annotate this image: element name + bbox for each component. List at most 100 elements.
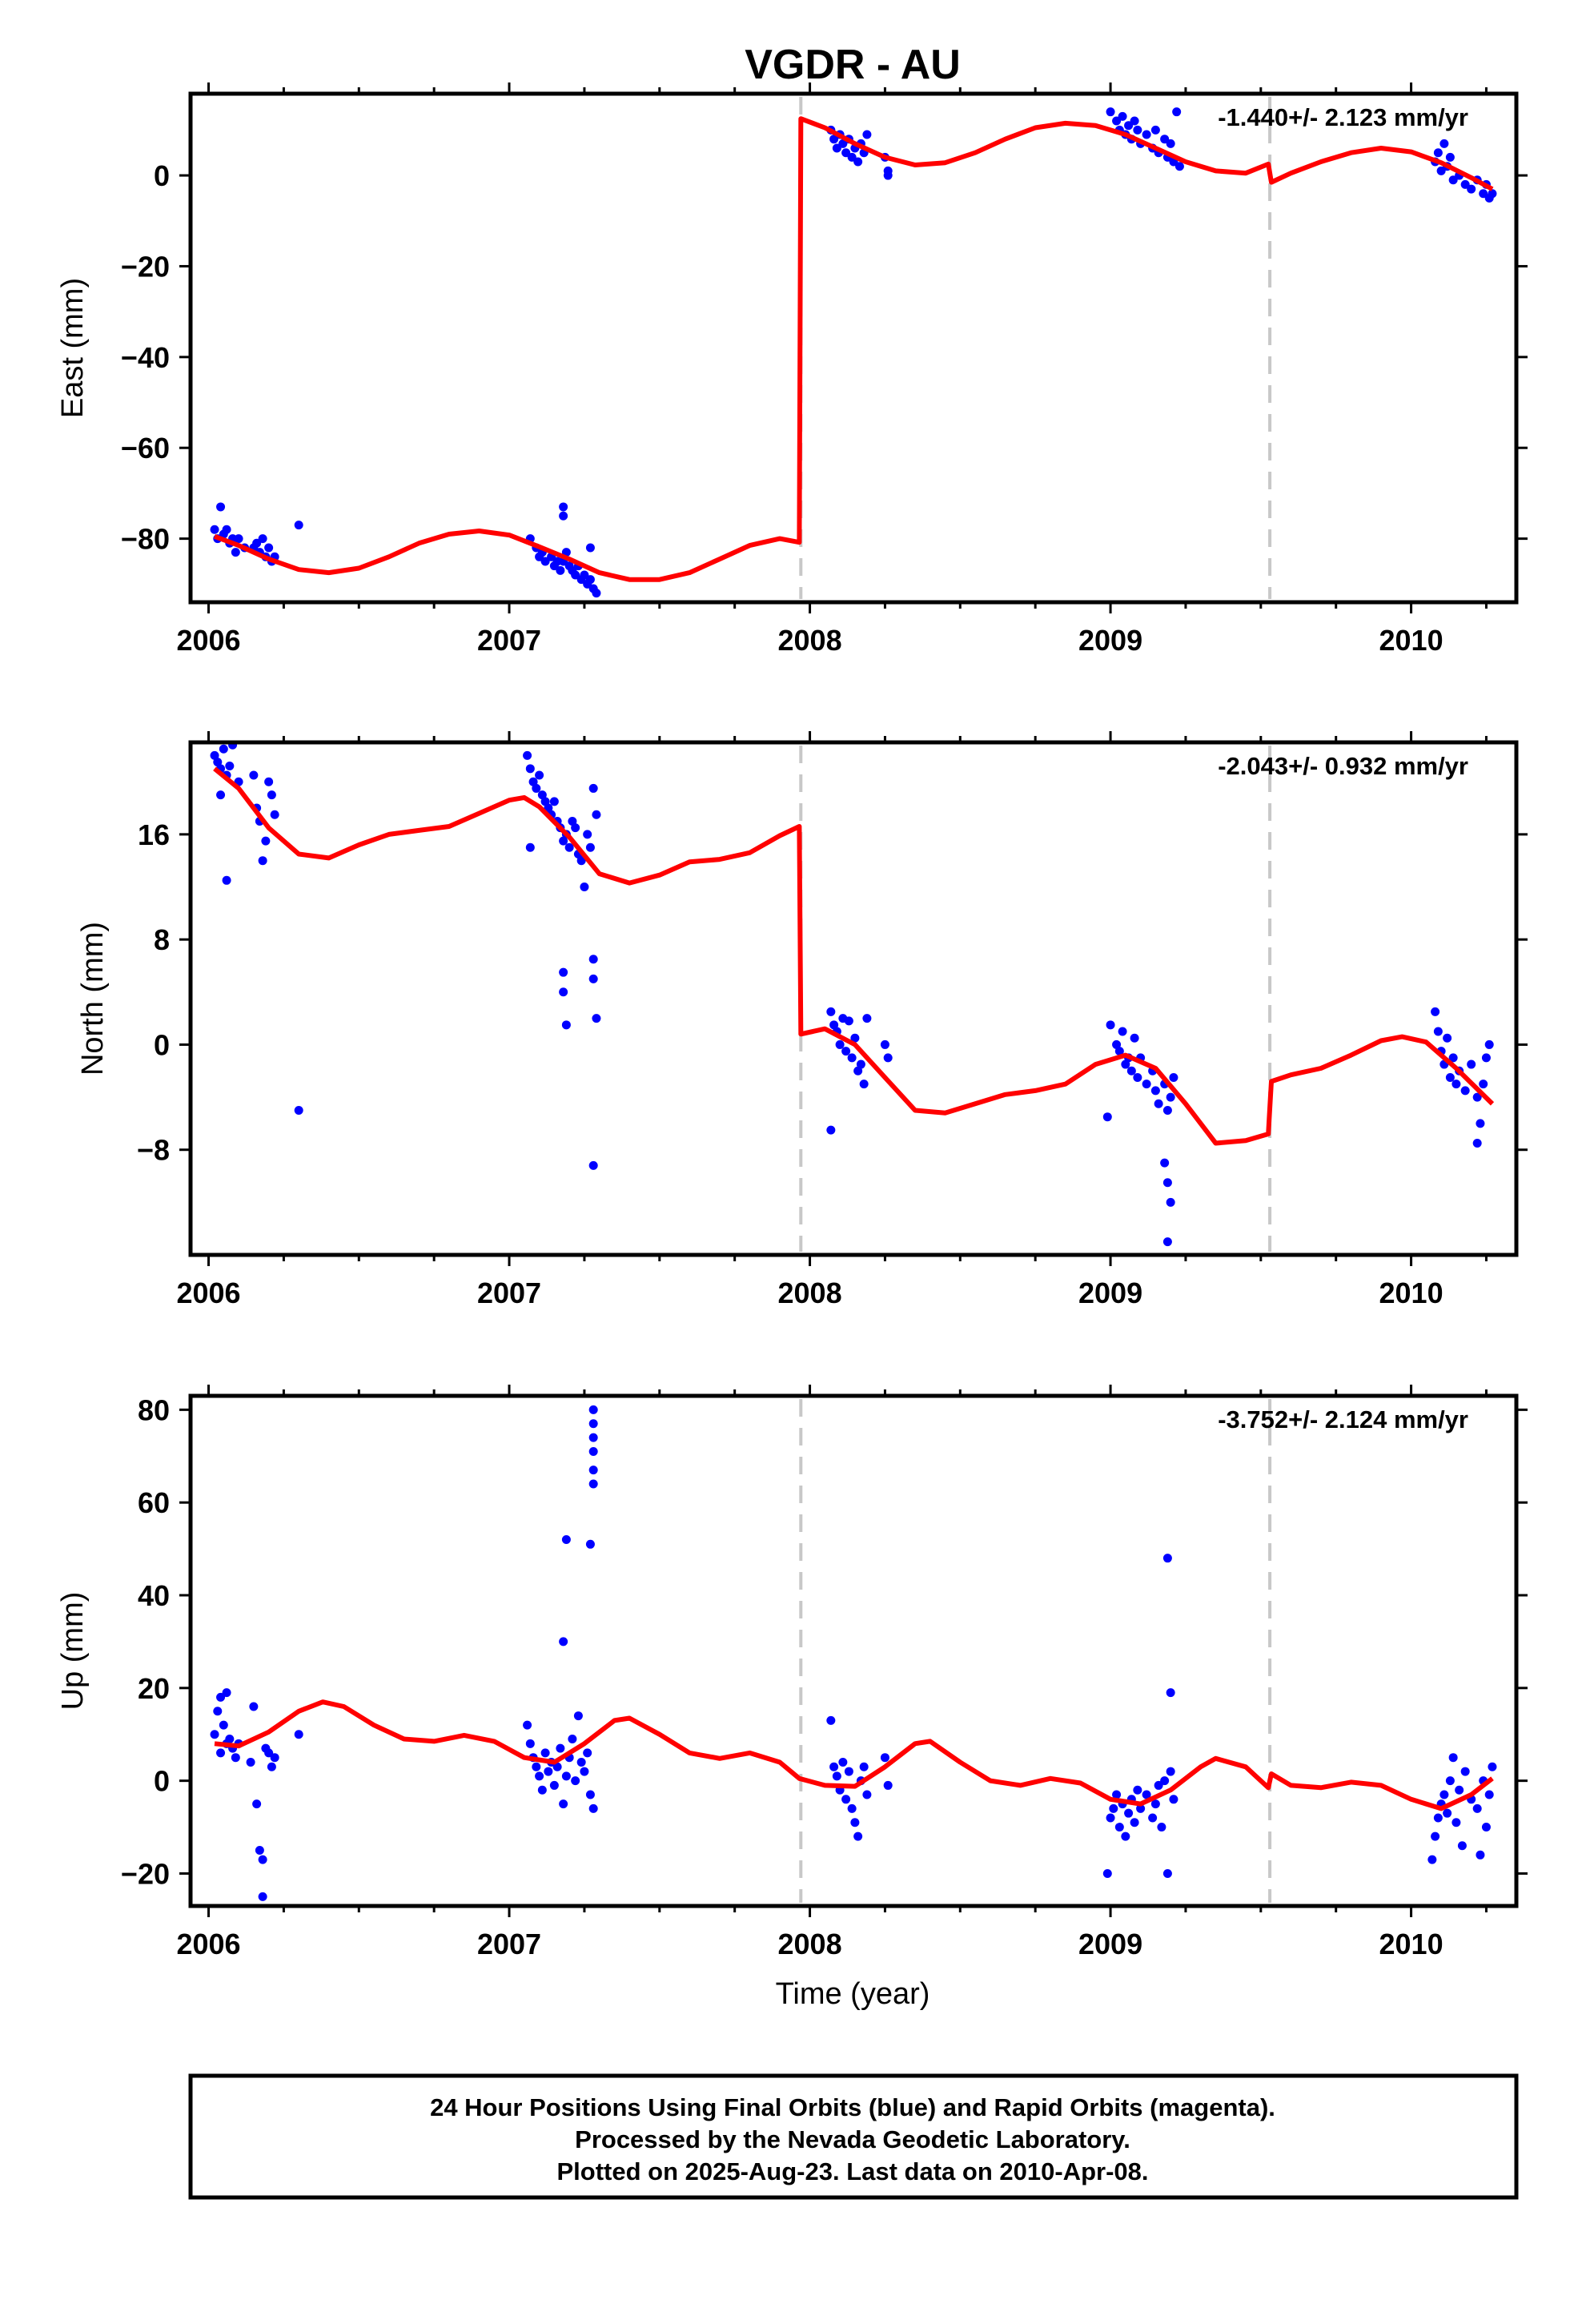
east-data-point bbox=[838, 139, 848, 148]
up-data-point bbox=[1472, 1803, 1482, 1813]
east-data-point bbox=[264, 543, 274, 553]
up-data-point bbox=[1166, 1767, 1175, 1776]
north-data-point bbox=[568, 816, 577, 826]
up-data-point bbox=[1162, 1868, 1172, 1878]
north-data-point bbox=[222, 875, 231, 885]
north-data-point bbox=[850, 1033, 860, 1043]
up-data-point bbox=[535, 1771, 544, 1781]
up-data-point bbox=[1455, 1785, 1464, 1795]
up-data-point bbox=[1157, 1823, 1166, 1832]
north-data-point bbox=[826, 1125, 836, 1135]
north-model-line bbox=[213, 766, 1495, 1146]
up-y-tick-label: 80 bbox=[138, 1393, 170, 1426]
up-data-point bbox=[853, 1831, 863, 1841]
east-data-point bbox=[222, 525, 231, 534]
north-data-point bbox=[1460, 1086, 1470, 1096]
north-y-axis-label: North (mm) bbox=[76, 922, 110, 1076]
up-data-point bbox=[1488, 1762, 1497, 1771]
north-data-point bbox=[1448, 1053, 1458, 1063]
north-data-point bbox=[1162, 1105, 1172, 1115]
north-data-point bbox=[1162, 1237, 1172, 1247]
up-data-point bbox=[1112, 1790, 1122, 1799]
north-data-point bbox=[1133, 1072, 1142, 1082]
north-data-point bbox=[829, 1020, 839, 1030]
north-x-tick-label: 2007 bbox=[477, 1277, 541, 1309]
up-data-point bbox=[1439, 1790, 1449, 1799]
up-x-tick-label: 2009 bbox=[1078, 1928, 1142, 1960]
east-data-point bbox=[1436, 166, 1446, 175]
up-data-point bbox=[213, 1707, 223, 1716]
north-plot-frame bbox=[188, 740, 1519, 1257]
up-y-tick-label: −20 bbox=[121, 1857, 170, 1890]
east-data-point bbox=[294, 521, 303, 530]
north-data-point bbox=[559, 836, 568, 846]
east-data-point bbox=[862, 130, 872, 139]
up-data-point bbox=[1460, 1767, 1470, 1776]
north-data-point bbox=[1479, 1080, 1488, 1089]
up-data-point bbox=[1476, 1850, 1485, 1860]
east-data-point bbox=[841, 148, 851, 158]
north-data-point bbox=[588, 783, 598, 793]
east-data-point bbox=[585, 543, 595, 553]
up-data-point bbox=[832, 1771, 841, 1781]
north-data-point bbox=[1162, 1178, 1172, 1188]
east-y-axis-label: East (mm) bbox=[56, 278, 90, 418]
footer-frame bbox=[188, 2073, 1519, 2200]
up-data-point bbox=[588, 1466, 598, 1475]
north-data-point bbox=[559, 967, 568, 977]
north-data-point bbox=[1467, 1059, 1476, 1069]
east-data-point bbox=[1445, 152, 1455, 162]
up-data-point bbox=[556, 1743, 565, 1753]
up-data-point bbox=[216, 1692, 226, 1702]
up-data-point bbox=[1484, 1790, 1494, 1799]
north-data-point bbox=[1106, 1020, 1115, 1030]
up-data-point bbox=[826, 1715, 836, 1725]
north-data-point bbox=[1452, 1080, 1461, 1089]
east-y-tick-label: −20 bbox=[121, 250, 170, 283]
up-data-point bbox=[1166, 1688, 1175, 1698]
north-data-point bbox=[1166, 1197, 1175, 1207]
up-data-point bbox=[1169, 1795, 1178, 1804]
north-data-point bbox=[588, 1160, 598, 1170]
up-data-point bbox=[267, 1762, 276, 1771]
up-data-point bbox=[1114, 1823, 1124, 1832]
north-data-point bbox=[853, 1066, 863, 1076]
east-data-point bbox=[592, 589, 601, 598]
up-data-point bbox=[588, 1405, 598, 1414]
north-data-point bbox=[1114, 1047, 1124, 1056]
up-data-point bbox=[1148, 1813, 1158, 1823]
up-data-point bbox=[588, 1433, 598, 1442]
north-data-point bbox=[576, 856, 586, 866]
up-data-point bbox=[537, 1785, 547, 1795]
up-data-point bbox=[525, 1739, 535, 1748]
north-data-point bbox=[880, 1039, 889, 1049]
north-data-point bbox=[540, 797, 550, 806]
up-data-point bbox=[573, 1711, 583, 1721]
north-data-point bbox=[267, 790, 276, 800]
up-x-tick-label: 2007 bbox=[477, 1928, 541, 1960]
north-data-point bbox=[264, 777, 274, 786]
up-data-point bbox=[1136, 1803, 1146, 1813]
east-data-point bbox=[832, 143, 841, 153]
north-data-point bbox=[537, 790, 547, 800]
east-data-point bbox=[540, 557, 550, 566]
east-data-point bbox=[829, 135, 839, 144]
north-data-point bbox=[1166, 1092, 1175, 1102]
north-data-point bbox=[1443, 1033, 1452, 1043]
north-data-point bbox=[525, 764, 535, 774]
north-y-tick-label: 0 bbox=[154, 1028, 170, 1061]
north-data-point bbox=[1476, 1119, 1485, 1128]
up-data-point bbox=[294, 1730, 303, 1739]
up-y-tick-label: 20 bbox=[138, 1672, 170, 1705]
east-y-tick-label: −80 bbox=[121, 523, 170, 556]
north-x-tick-label: 2006 bbox=[176, 1277, 240, 1309]
up-data-point bbox=[1121, 1831, 1130, 1841]
up-data-point bbox=[576, 1757, 586, 1767]
north-data-point bbox=[535, 770, 544, 780]
north-data-point bbox=[1142, 1080, 1151, 1089]
footer-box: 24 Hour Positions Using Final Orbits (bl… bbox=[188, 2073, 1519, 2200]
north-data-point bbox=[1126, 1066, 1136, 1076]
up-data-point bbox=[532, 1762, 541, 1771]
up-data-point bbox=[588, 1479, 598, 1489]
east-data-point bbox=[571, 570, 580, 580]
